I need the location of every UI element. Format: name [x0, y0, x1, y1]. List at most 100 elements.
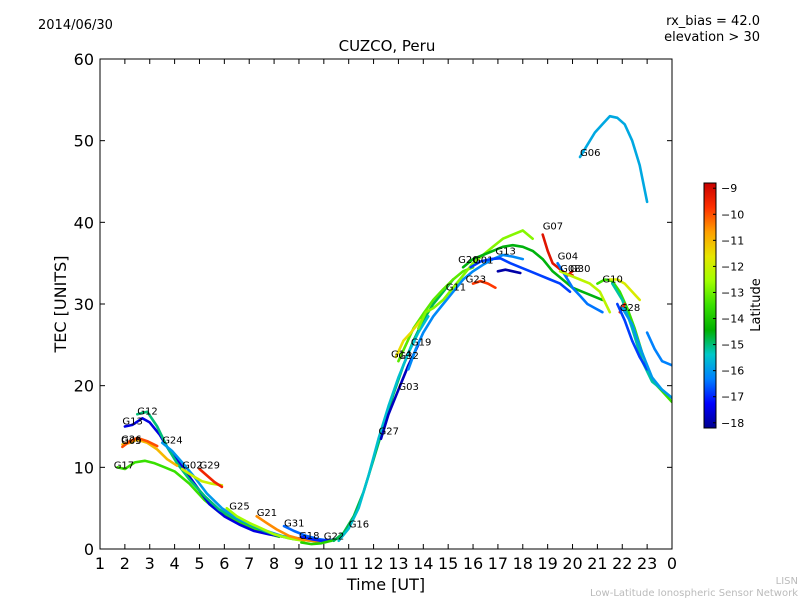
series-g25 [225, 506, 306, 543]
annotation-g28: G28 [620, 303, 640, 314]
x-tick-label: 9 [294, 554, 304, 573]
x-tick-label: 4 [170, 554, 180, 573]
y-tick-label: 0 [84, 540, 94, 559]
colorbar: −9 −10 −11 −12 −13 −14 −15 −16 −17 −18 Latitude [703, 182, 764, 430]
x-tick-label: 3 [145, 554, 155, 573]
colorbar-tick-label: −15 [721, 339, 744, 352]
y-tick-label: 40 [74, 213, 94, 232]
annotation-g07: G07 [543, 221, 563, 232]
series-g02 [180, 467, 224, 487]
colorbar-ticks: −9 −10 −11 −12 −13 −14 −15 −16 −17 −18 [713, 182, 744, 430]
colorbar-tick-label: −12 [721, 260, 744, 273]
annotation-g13: G13 [495, 247, 515, 258]
annotation-g11: G11 [446, 283, 466, 294]
annotation-g30: G30 [570, 264, 590, 275]
series-g06 [578, 114, 649, 204]
annotation-g24: G24 [162, 435, 182, 446]
series-g28b [615, 302, 649, 371]
colorbar-tick-label: −11 [721, 234, 744, 247]
chart-title-text: CUZCO, Peru [338, 37, 436, 55]
annotation-g05: G05 [121, 436, 141, 447]
chart-title: CUZCO, Peru [0, 37, 800, 55]
annotation-g27: G27 [379, 426, 399, 437]
annotation-g25: G25 [229, 501, 249, 512]
annotation-g17: G17 [114, 461, 134, 472]
colorbar-tick-label: −9 [721, 182, 737, 195]
y-tick-label: 50 [74, 132, 94, 151]
series-g01 [469, 256, 572, 294]
annotation-g21: G21 [257, 508, 277, 519]
footer-org-short: LISN [775, 576, 798, 587]
x-tick-label: 21 [587, 554, 607, 573]
y-tick-label: 60 [74, 50, 94, 69]
annotation-g06: G06 [580, 148, 600, 159]
series-g20 [461, 243, 604, 302]
x-tick-label: 1 [95, 554, 105, 573]
x-tick-label: 2 [120, 554, 130, 573]
annotation-g23: G23 [466, 274, 486, 285]
series-g16 [332, 278, 455, 543]
x-tick-label: 8 [269, 554, 279, 573]
x-tick-label: 10 [314, 554, 334, 573]
annotation-g03: G03 [398, 382, 418, 393]
series-g27 [337, 314, 430, 543]
x-tick-label: 20 [562, 554, 582, 573]
annotation-g20: G20 [458, 255, 478, 266]
colorbar-tick-label: −18 [721, 417, 744, 430]
series-g05 [121, 436, 159, 449]
series-layer [116, 114, 672, 546]
x-tick-label: 6 [219, 554, 229, 573]
colorbar-tick-label: −10 [721, 208, 744, 221]
y-tick-label: 10 [74, 458, 94, 477]
series-g11 [416, 229, 535, 330]
x-tick-label: 23 [637, 554, 657, 573]
annotation-g19: G19 [411, 337, 431, 348]
x-tick-label: 22 [612, 554, 632, 573]
annotation-g13: G13 [122, 417, 142, 428]
series-g10b [608, 278, 642, 302]
series-g13b [496, 268, 522, 275]
colorbar-tick-label: −13 [721, 286, 744, 299]
y-axis-label: TEC [UNITS] [51, 256, 70, 354]
annotation-g01: G01 [473, 256, 493, 267]
x-axis-label: Time [UT] [346, 575, 425, 594]
annotation-g29: G29 [200, 461, 220, 472]
x-tick-label: 0 [667, 554, 677, 573]
series-g04 [556, 261, 604, 314]
series-g28c [620, 306, 672, 400]
annotation-g04: G04 [558, 252, 578, 263]
x-tick-label: 14 [413, 554, 433, 573]
annotation-g32: G32 [398, 351, 418, 362]
elevation-label: elevation > 30 [664, 30, 760, 45]
series-g17 [116, 459, 281, 539]
x-tick-label: 17 [488, 554, 508, 573]
series-g32 [397, 265, 475, 363]
x-tick-label: 5 [194, 554, 204, 573]
series-g19 [407, 253, 525, 371]
date-label: 2014/06/30 [38, 18, 113, 33]
annotation-g18: G18 [299, 531, 319, 542]
x-tick-label: 13 [388, 554, 408, 573]
annotation-g14: G14 [391, 350, 411, 361]
series-g14 [394, 318, 423, 359]
x-tick-label: 15 [438, 554, 458, 573]
colorbar-scale [703, 182, 717, 429]
colorbar-tick-label: −14 [721, 313, 744, 326]
series-g21 [255, 514, 321, 543]
x-tick-label: 11 [339, 554, 359, 573]
y-tick-label: 30 [74, 295, 94, 314]
annotation-g22: G22 [324, 532, 344, 543]
series-g30 [558, 269, 612, 314]
annotation-g10: G10 [602, 274, 622, 285]
annotation-g08: G08 [560, 264, 580, 275]
series-g23 [471, 279, 497, 290]
annotation-g12: G12 [137, 407, 157, 418]
colorbar-tick-label: −17 [721, 391, 744, 404]
colorbar-tick-label: −16 [721, 365, 744, 378]
x-tick-label: 16 [463, 554, 483, 573]
annotation-g31: G31 [284, 519, 304, 530]
annotation-g02: G02 [182, 461, 202, 472]
series-g29 [198, 467, 224, 489]
annotation-g26: G26 [121, 435, 141, 446]
